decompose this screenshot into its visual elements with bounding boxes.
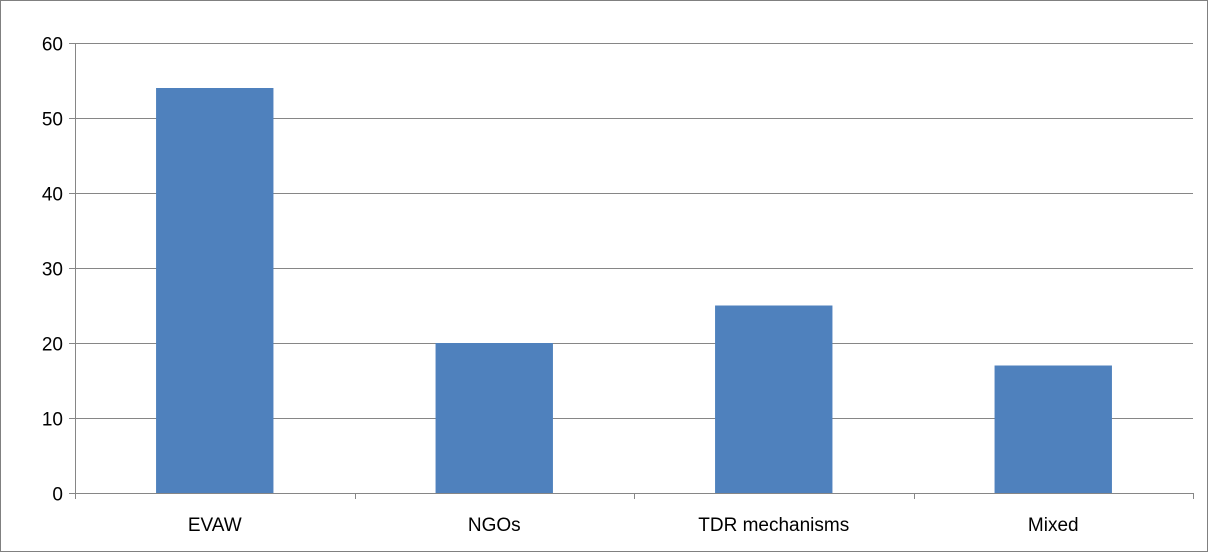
bar-evaw — [156, 88, 274, 493]
y-tick-label: 20 — [42, 335, 63, 356]
y-tick-label: 0 — [52, 485, 63, 506]
x-tick-labels: EVAW NGOs TDR mechanisms Mixed — [188, 515, 1079, 536]
bar-ngos — [435, 343, 553, 493]
y-tick-label: 10 — [42, 410, 63, 431]
bar-mixed — [994, 365, 1112, 493]
y-tick-labels: 0 10 20 30 40 50 60 — [42, 35, 63, 506]
y-tick-label: 60 — [42, 35, 63, 56]
y-tick-label: 30 — [42, 260, 63, 281]
axes — [69, 43, 1194, 499]
bars — [156, 88, 1112, 493]
y-tick-label: 40 — [42, 185, 63, 206]
x-tick-label: EVAW — [188, 515, 242, 536]
x-tick-label: NGOs — [468, 515, 521, 536]
x-tick-label: Mixed — [1028, 515, 1079, 536]
y-tick-label: 50 — [42, 110, 63, 131]
x-tick-label: TDR mechanisms — [698, 515, 849, 536]
bar-tdr-mechanisms — [715, 305, 833, 493]
